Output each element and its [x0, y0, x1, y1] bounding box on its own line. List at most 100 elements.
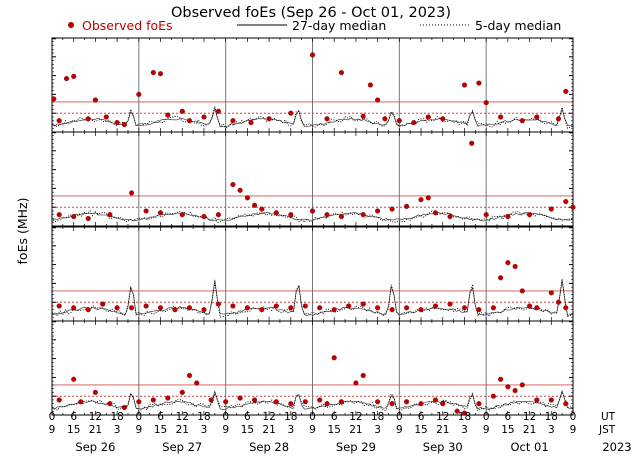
jst-tick-label: 15	[328, 424, 341, 436]
observed-point	[288, 110, 294, 116]
observed-point	[136, 399, 142, 405]
observed-point	[527, 212, 533, 218]
ut-tick-label: 0	[570, 411, 577, 423]
ut-row-label: UT	[601, 411, 616, 423]
observed-point	[273, 210, 279, 216]
observed-point	[461, 82, 468, 88]
jst-tick-label: 9	[309, 424, 316, 436]
observed-point	[505, 384, 511, 390]
observed-point	[194, 380, 200, 386]
observed-point	[360, 212, 366, 218]
observed-point	[447, 214, 453, 220]
observed-point	[56, 118, 62, 124]
observed-point	[418, 401, 424, 407]
observed-point	[121, 121, 127, 128]
median-27day-line	[51, 107, 574, 127]
x-axis: 0 6 12 18 0 6 12 18 0 6 12 18 0 6 12 18 0 6 12 18 0 6 12 18 09 15…	[49, 411, 632, 454]
observed-point	[51, 96, 57, 102]
observed-point	[570, 204, 576, 210]
day-label: Oct 01	[510, 440, 548, 454]
observed-point	[56, 212, 62, 218]
observed-point	[237, 187, 243, 193]
observed-point	[288, 212, 294, 218]
observed-point	[505, 214, 511, 220]
jst-tick-label: 9	[222, 424, 229, 436]
jst-tick-label: 9	[483, 424, 490, 436]
observed-point	[331, 307, 337, 313]
observed-point	[338, 399, 344, 405]
observed-point	[71, 376, 77, 382]
observed-point	[375, 305, 381, 311]
observed-point	[107, 401, 113, 407]
median-5day-line	[51, 210, 574, 224]
jst-tick-label: 9	[49, 424, 56, 436]
y-axis-label: foEs (MHz)	[15, 198, 30, 265]
observed-point	[63, 76, 70, 82]
observed-point	[71, 305, 77, 311]
legend-5day-label: 5-day median	[475, 18, 561, 33]
observed-point	[534, 305, 540, 311]
observed-point	[375, 399, 381, 405]
observed-point	[259, 206, 265, 212]
observed-point	[440, 401, 446, 407]
observed-point	[563, 88, 569, 94]
legend: Observed foEs 27-day median 5-day median	[68, 18, 561, 33]
jst-tick-label: 3	[548, 424, 555, 436]
ut-tick-label: 12	[436, 411, 449, 423]
ut-tick-label: 0	[483, 411, 490, 423]
observed-point	[186, 305, 193, 311]
ut-tick-label: 18	[110, 411, 123, 423]
observed-point	[396, 118, 402, 124]
observed-point	[215, 212, 221, 218]
observed-point	[172, 307, 178, 313]
jst-tick-label: 15	[154, 424, 167, 436]
observed-point	[548, 206, 554, 212]
panel-kokubunji	[51, 131, 576, 227]
observed-point	[78, 399, 84, 405]
observed-point	[103, 114, 109, 120]
observed-point	[382, 116, 388, 122]
observed-point	[331, 355, 337, 361]
observed-point	[309, 208, 316, 214]
jst-tick-label: 21	[349, 424, 362, 436]
ut-tick-label: 18	[371, 411, 384, 423]
observed-point	[425, 195, 431, 201]
observed-point	[338, 214, 344, 220]
jst-tick-label: 3	[114, 424, 121, 436]
observed-point	[490, 305, 496, 311]
observed-point	[85, 307, 91, 313]
observed-point	[519, 382, 525, 388]
observed-point	[404, 203, 410, 209]
observed-point	[418, 307, 424, 313]
observed-point	[85, 215, 91, 222]
observed-point	[404, 305, 410, 311]
observed-point	[252, 397, 258, 403]
observed-point	[252, 202, 258, 208]
observed-point	[150, 70, 156, 76]
ut-tick-label: 6	[505, 411, 512, 423]
observed-point	[201, 307, 207, 313]
observed-point	[425, 114, 431, 120]
observed-point	[498, 114, 504, 120]
observed-point	[201, 214, 207, 220]
observed-point	[411, 120, 417, 126]
observed-point	[490, 393, 496, 399]
ut-tick-label: 12	[262, 411, 275, 423]
observed-point	[317, 397, 323, 403]
observed-point	[505, 260, 511, 266]
observed-point	[215, 301, 221, 307]
observed-point	[302, 303, 308, 309]
observed-point	[114, 120, 120, 126]
ut-tick-label: 0	[135, 411, 142, 423]
ut-tick-label: 0	[49, 411, 56, 423]
observed-point	[476, 307, 482, 313]
day-label: Sep 27	[162, 440, 202, 454]
ut-tick-label: 12	[523, 411, 536, 423]
observed-point	[534, 397, 540, 403]
legend-observed-marker	[68, 22, 74, 28]
observed-point	[367, 82, 373, 88]
jst-tick-label: 21	[523, 424, 536, 436]
year-label: 2023	[602, 440, 631, 454]
observed-point	[548, 397, 554, 403]
observed-point	[527, 303, 533, 309]
